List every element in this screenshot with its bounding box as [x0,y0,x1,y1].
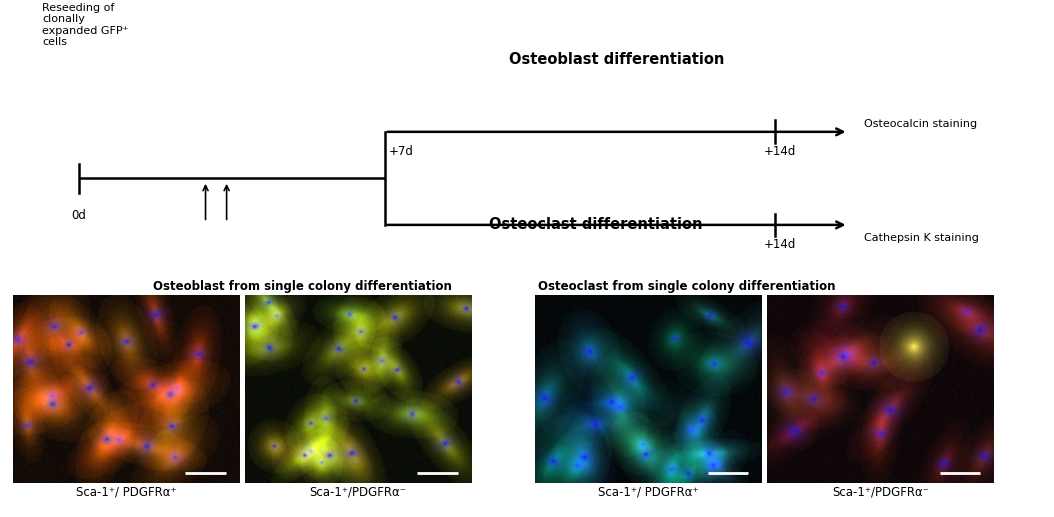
Text: Sca-1⁺/PDGFRα⁻: Sca-1⁺/PDGFRα⁻ [832,486,930,499]
Text: +14d: +14d [764,238,796,251]
Text: Sca-1⁺/ PDGFRα⁺: Sca-1⁺/ PDGFRα⁺ [76,486,176,499]
Text: Sca-1⁺/ PDGFRα⁺: Sca-1⁺/ PDGFRα⁺ [599,486,699,499]
Text: Osteoclast differentiation: Osteoclast differentiation [489,217,702,233]
Text: +7d: +7d [389,145,414,158]
Text: Media
change every
3 days: Media change every 3 days [157,295,233,328]
Text: +14d: +14d [764,145,796,158]
Text: Osteocalcin staining: Osteocalcin staining [864,119,977,129]
Text: Osteoblast differentiation: Osteoblast differentiation [509,52,724,67]
Text: Reseeding of
clonally
expanded GFP⁺
cells: Reseeding of clonally expanded GFP⁺ cell… [42,3,129,48]
Text: 0d: 0d [72,209,86,222]
Text: Osteoblast from single colony differentiation: Osteoblast from single colony differenti… [153,280,452,294]
Text: Cathepsin K staining: Cathepsin K staining [864,233,979,243]
Text: Osteoclast from single colony differentiation: Osteoclast from single colony differenti… [538,280,835,294]
Text: Sca-1⁺/PDGFRα⁻: Sca-1⁺/PDGFRα⁻ [309,486,407,499]
